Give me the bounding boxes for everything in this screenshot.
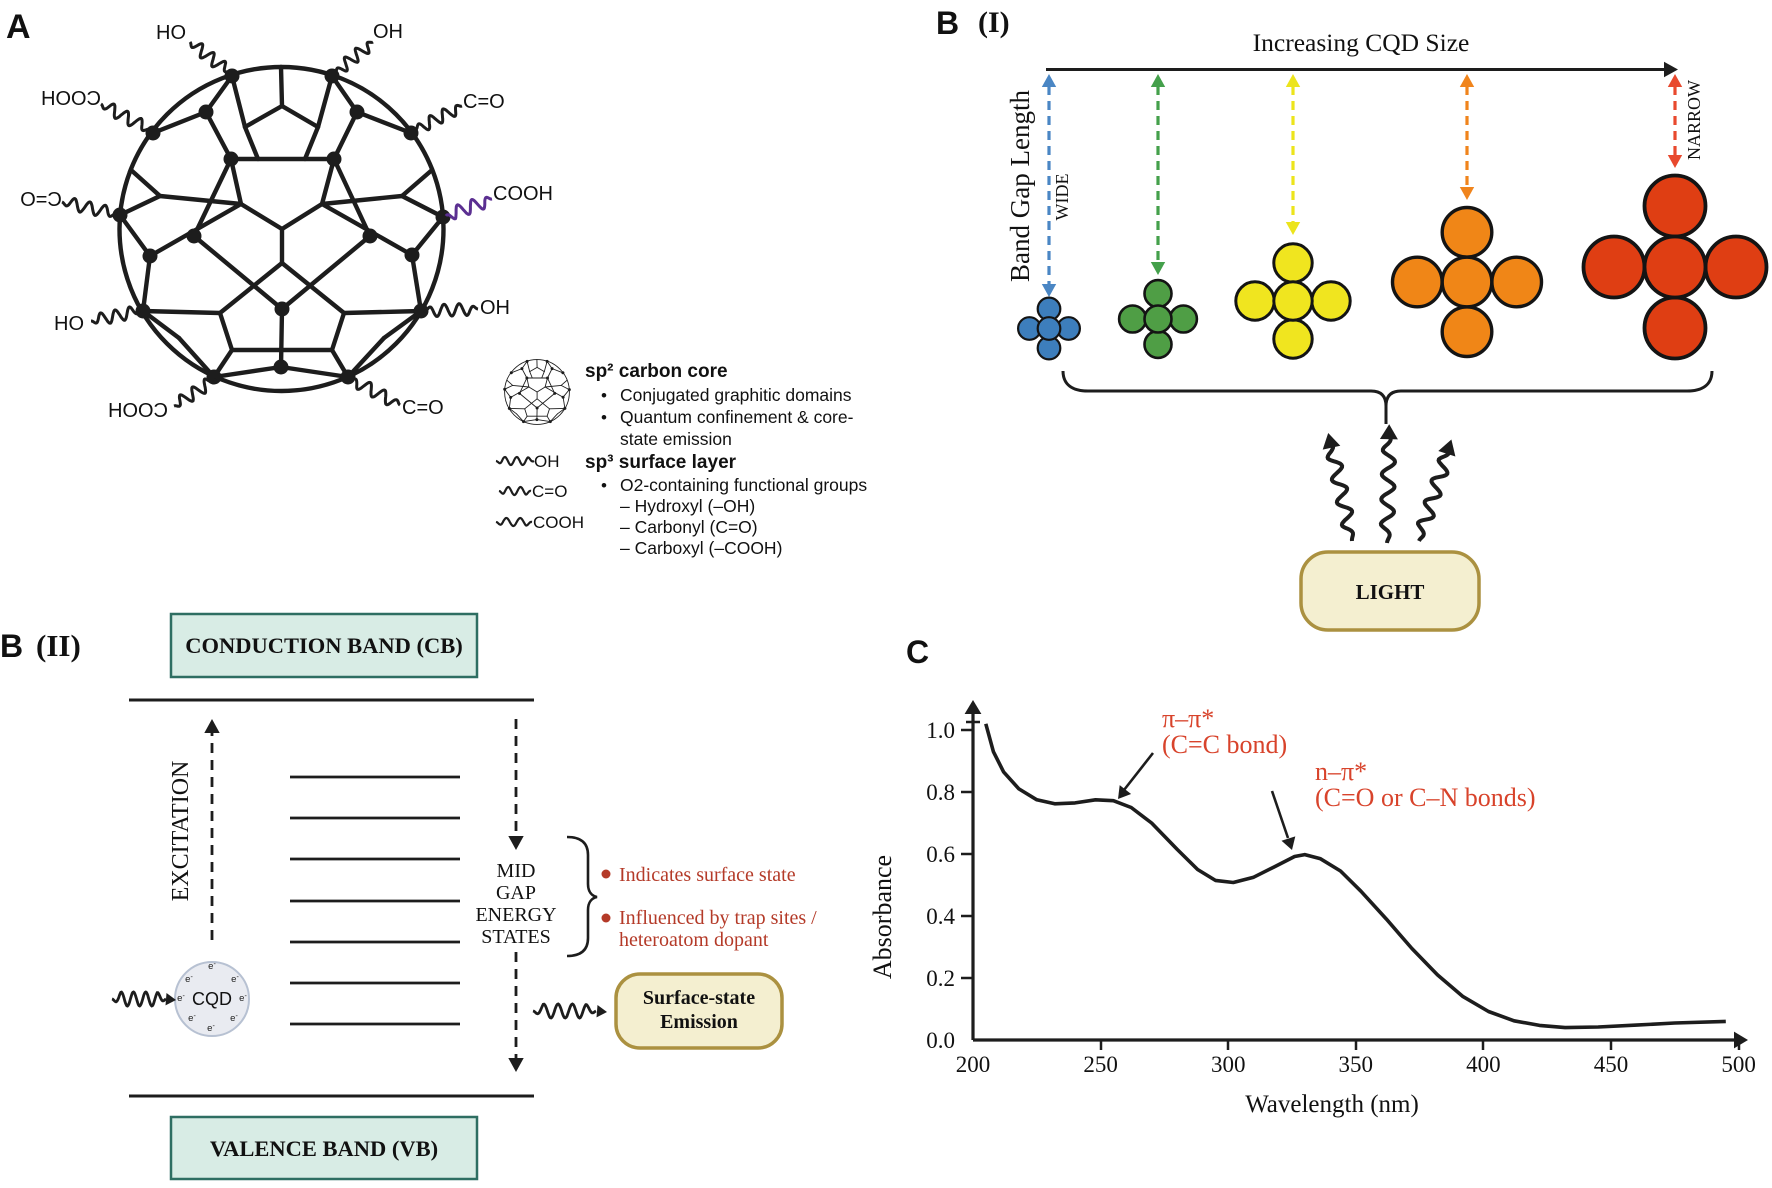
svg-text:Indicates surface state: Indicates surface state [619,864,796,886]
svg-text:GAP: GAP [496,882,536,904]
svg-text:STATES: STATES [481,926,551,948]
svg-text:e-: e- [230,1013,238,1024]
svg-text:Quantum confinement & core-: Quantum confinement & core- [620,407,854,427]
svg-text:e-: e- [239,993,247,1004]
svg-text:0.8: 0.8 [926,780,955,805]
svg-text:HO: HO [156,22,186,44]
svg-text:– Hydroxyl (–OH): – Hydroxyl (–OH) [620,496,755,516]
svg-text:EXCITATION: EXCITATION [168,761,194,902]
svg-text:Absorbance: Absorbance [868,855,897,979]
svg-text:C=O: C=O [532,482,567,501]
svg-text:0.0: 0.0 [926,1028,955,1053]
svg-text:– Carbonyl (C=O): – Carbonyl (C=O) [620,517,758,537]
svg-text:COOH: COOH [493,183,553,205]
svg-text:(I): (I) [978,6,1010,39]
svg-text:Wavelength (nm): Wavelength (nm) [1245,1091,1419,1118]
svg-text:200: 200 [956,1052,991,1077]
svg-text:state emission: state emission [620,429,732,449]
svg-text:Increasing CQD Size: Increasing CQD Size [1253,28,1470,57]
svg-text:sp³ surface layer: sp³ surface layer [585,452,737,473]
svg-text:OH: OH [373,21,403,43]
svg-text:OH: OH [480,297,510,319]
svg-text:VALENCE BAND (VB): VALENCE BAND (VB) [210,1136,438,1161]
svg-text:Emission: Emission [660,1011,738,1033]
svg-text:e-: e- [208,961,216,972]
svg-text:(II): (II) [36,628,81,663]
svg-text:1.0: 1.0 [926,718,955,743]
svg-text:COOH: COOH [108,400,168,422]
svg-text:MID: MID [497,860,536,882]
svg-text:C=O: C=O [463,91,505,113]
svg-text:– Carboxyl (–COOH): – Carboxyl (–COOH) [620,538,782,558]
svg-text:π–π*: π–π* [1162,704,1214,733]
svg-text:C=O: C=O [402,397,444,419]
svg-text:Band Gap Length: Band Gap Length [1005,90,1035,282]
svg-text:300: 300 [1211,1052,1246,1077]
svg-text:CQD: CQD [192,989,232,1009]
svg-text:OH: OH [534,452,560,471]
svg-text:heteroatom dopant: heteroatom dopant [619,929,769,951]
svg-text:ENERGY: ENERGY [475,904,556,926]
svg-text:0.6: 0.6 [926,842,955,867]
svg-text:400: 400 [1466,1052,1501,1077]
svg-text:Surface-state: Surface-state [643,987,755,1009]
svg-text:Conjugated graphitic domains: Conjugated graphitic domains [620,385,852,405]
svg-text:COOH: COOH [533,513,584,532]
svg-text:0.4: 0.4 [926,904,955,929]
svg-text:CONDUCTION BAND (CB): CONDUCTION BAND (CB) [185,633,463,658]
svg-text:n–π*: n–π* [1315,757,1367,786]
svg-text:0.2: 0.2 [926,966,955,991]
svg-text:e-: e- [207,1023,215,1034]
svg-text:sp² carbon core: sp² carbon core [585,361,728,382]
svg-text:LIGHT: LIGHT [1356,580,1425,604]
svg-text:Influenced by trap sites /: Influenced by trap sites / [619,907,817,929]
svg-text:A: A [6,8,31,46]
svg-text:450: 450 [1594,1052,1629,1077]
svg-text:NARROW: NARROW [1684,80,1704,160]
svg-text:(C=O or C–N bonds): (C=O or C–N bonds) [1315,783,1536,812]
svg-text:e-: e- [185,974,193,985]
svg-text:250: 250 [1083,1052,1118,1077]
svg-text:e-: e- [231,974,239,985]
svg-text:HO: HO [54,313,84,335]
svg-text:500: 500 [1721,1052,1756,1077]
svg-text:COOH: COOH [41,88,101,110]
svg-text:B: B [0,628,23,664]
svg-text:WIDE: WIDE [1052,174,1072,221]
svg-text:B: B [936,5,959,41]
svg-text:•: • [601,476,607,495]
svg-text:e-: e- [188,1013,196,1024]
svg-text:(C=C bond): (C=C bond) [1162,730,1287,759]
svg-text:350: 350 [1339,1052,1374,1077]
svg-text:•: • [601,408,607,427]
svg-text:C: C [906,634,929,670]
svg-text:•: • [601,386,607,405]
svg-text:O2-containing functional group: O2-containing functional groups [620,475,867,495]
svg-text:C=O: C=O [20,189,62,211]
svg-text:e-: e- [177,993,185,1004]
